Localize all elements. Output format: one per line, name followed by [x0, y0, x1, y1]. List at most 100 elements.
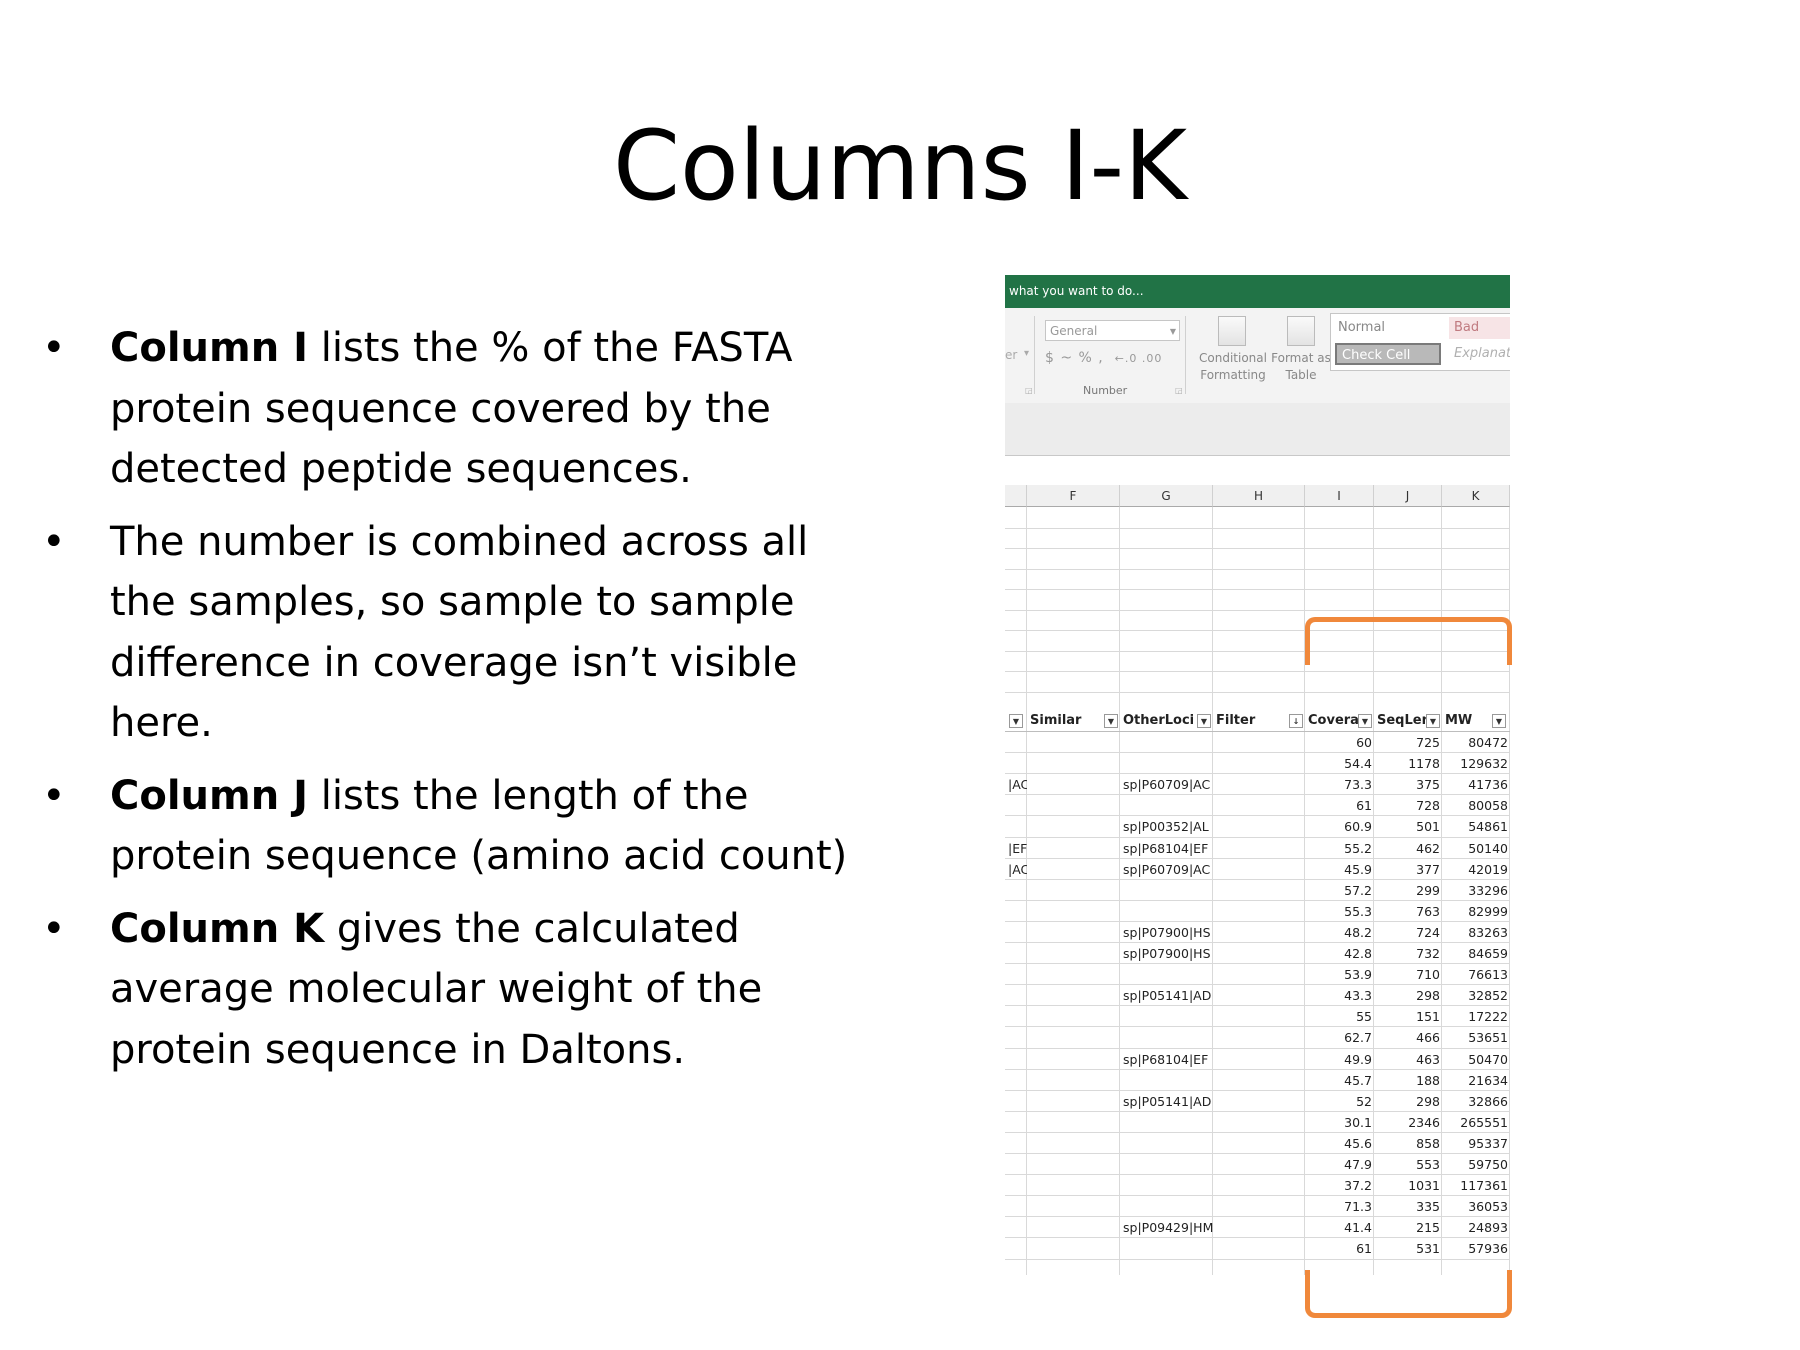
- cell-seqlen[interactable]: 462: [1416, 840, 1440, 856]
- cell-seqlen[interactable]: 724: [1416, 924, 1440, 940]
- cell-coverage[interactable]: 55.3: [1344, 903, 1372, 919]
- column-header-j[interactable]: J: [1374, 485, 1442, 507]
- cell-e[interactable]: [1005, 795, 1027, 816]
- table-row[interactable]: sp|P05141|AD 52 298 32866: [1005, 1091, 1510, 1112]
- cell-otherloci[interactable]: sp|P07900|HS: [1123, 946, 1211, 961]
- cell-coverage[interactable]: 48.2: [1344, 924, 1372, 940]
- cell-coverage[interactable]: 60: [1356, 735, 1372, 750]
- cell-mw[interactable]: 80472: [1468, 735, 1508, 750]
- cell-e[interactable]: [1005, 1154, 1027, 1175]
- cell-seqlen[interactable]: 531: [1416, 1241, 1440, 1257]
- cell-seqlen[interactable]: 375: [1416, 777, 1440, 793]
- cell-mw[interactable]: 54861: [1468, 819, 1508, 835]
- cell-mw[interactable]: 80058: [1468, 798, 1508, 814]
- table-row[interactable]: 57.2 299 33296: [1005, 880, 1510, 901]
- cell-coverage[interactable]: 45.7: [1344, 1072, 1372, 1088]
- cell-seqlen[interactable]: 298: [1416, 988, 1440, 1004]
- cell-e[interactable]: [1005, 753, 1027, 774]
- filter-dropdown-icon[interactable]: ▼: [1104, 714, 1118, 728]
- cell-e[interactable]: [1005, 922, 1027, 943]
- cell-e[interactable]: |AC: [1008, 861, 1027, 877]
- cell-otherloci[interactable]: sp|P05141|AD: [1123, 988, 1212, 1004]
- cell-coverage[interactable]: 30.1: [1344, 1114, 1372, 1130]
- table-row[interactable]: |EF sp|P68104|EF 55.2 462 50140: [1005, 838, 1510, 859]
- cell-e[interactable]: [1005, 964, 1027, 985]
- cell-otherloci[interactable]: [1120, 1006, 1213, 1027]
- cell-mw[interactable]: 265551: [1460, 1114, 1508, 1130]
- cell-otherloci[interactable]: [1120, 1112, 1213, 1133]
- cell-e[interactable]: [1005, 1217, 1027, 1238]
- cell-seqlen[interactable]: 335: [1416, 1199, 1440, 1215]
- cell-seqlen[interactable]: 377: [1416, 861, 1440, 877]
- cell-e[interactable]: [1005, 1049, 1027, 1070]
- cell-coverage[interactable]: 57.2: [1344, 882, 1372, 898]
- cell-seqlen[interactable]: 299: [1416, 882, 1440, 898]
- cell-mw[interactable]: 84659: [1468, 946, 1508, 961]
- cell-seqlen[interactable]: 298: [1416, 1093, 1440, 1109]
- cell-e[interactable]: [1005, 1070, 1027, 1091]
- cell-e[interactable]: [1005, 1027, 1027, 1048]
- cell-e[interactable]: [1005, 880, 1027, 901]
- cell-mw[interactable]: 24893: [1468, 1220, 1508, 1236]
- format-as-table-icon[interactable]: [1287, 316, 1315, 346]
- cell-mw[interactable]: 32866: [1468, 1093, 1508, 1109]
- chevron-down-icon[interactable]: ▾: [1024, 348, 1030, 359]
- cell-mw[interactable]: 59750: [1468, 1157, 1508, 1172]
- cell-otherloci[interactable]: [1120, 795, 1213, 816]
- cell-mw[interactable]: 21634: [1468, 1072, 1508, 1088]
- cell-e[interactable]: [1005, 732, 1027, 753]
- table-row[interactable]: 45.7 188 21634: [1005, 1070, 1510, 1091]
- cell-otherloci[interactable]: sp|P68104|EF: [1123, 840, 1209, 856]
- column-header-e[interactable]: [1005, 485, 1027, 507]
- cell-seqlen[interactable]: 725: [1416, 735, 1440, 750]
- cell-coverage[interactable]: 61: [1356, 1241, 1372, 1257]
- cell-seqlen[interactable]: 1178: [1408, 756, 1440, 772]
- column-header-f[interactable]: F: [1027, 485, 1120, 507]
- filter-dropdown-icon[interactable]: ▼: [1358, 714, 1372, 728]
- cell-seqlen[interactable]: 858: [1416, 1135, 1440, 1151]
- cell-e[interactable]: [1005, 1133, 1027, 1154]
- cell-otherloci[interactable]: sp|P07900|HS: [1123, 924, 1211, 940]
- cell-e[interactable]: [1005, 985, 1027, 1006]
- cell-e[interactable]: [1005, 1238, 1027, 1259]
- filter-dropdown-icon[interactable]: ▼: [1426, 714, 1440, 728]
- table-row[interactable]: 30.1 2346 265551: [1005, 1112, 1510, 1133]
- conditional-formatting-icon[interactable]: [1218, 316, 1246, 346]
- cell-seqlen[interactable]: 763: [1416, 903, 1440, 919]
- cell-mw[interactable]: 57936: [1468, 1241, 1508, 1257]
- style-explanatory[interactable]: Explanat: [1454, 346, 1510, 361]
- cell-mw[interactable]: 33296: [1468, 882, 1508, 898]
- cell-coverage[interactable]: 49.9: [1344, 1051, 1372, 1067]
- cell-coverage[interactable]: 45.6: [1344, 1135, 1372, 1151]
- cell-mw[interactable]: 83263: [1468, 924, 1508, 940]
- filter-dropdown-icon[interactable]: ▼: [1197, 714, 1211, 728]
- table-row[interactable]: 71.3 335 36053: [1005, 1196, 1510, 1217]
- cell-coverage[interactable]: 45.9: [1344, 861, 1372, 877]
- dialog-launcher-icon[interactable]: ◲: [1175, 386, 1183, 395]
- cell-seqlen[interactable]: 1031: [1408, 1178, 1440, 1194]
- cell-mw[interactable]: 50140: [1468, 840, 1508, 856]
- filter-dropdown-icon[interactable]: ▼: [1492, 714, 1506, 728]
- cell-e[interactable]: |EF: [1008, 840, 1027, 856]
- cell-mw[interactable]: 17222: [1468, 1009, 1508, 1025]
- column-header-k[interactable]: K: [1442, 485, 1510, 507]
- table-row[interactable]: sp|P68104|EF 49.9 463 50470: [1005, 1049, 1510, 1070]
- style-bad[interactable]: Bad: [1449, 317, 1510, 339]
- cell-mw[interactable]: 117361: [1460, 1178, 1508, 1194]
- cell-coverage[interactable]: 41.4: [1344, 1220, 1372, 1236]
- cell-otherloci[interactable]: [1120, 964, 1213, 985]
- cell-seqlen[interactable]: 215: [1416, 1220, 1440, 1236]
- cell-e[interactable]: [1005, 943, 1027, 964]
- dialog-launcher-icon[interactable]: ◲: [1025, 386, 1033, 395]
- table-row[interactable]: 53.9 710 76613: [1005, 964, 1510, 985]
- cell-otherloci[interactable]: [1120, 732, 1213, 753]
- cell-e[interactable]: [1005, 901, 1027, 922]
- cell-otherloci[interactable]: [1120, 1238, 1213, 1259]
- cell-seqlen[interactable]: 2346: [1408, 1114, 1440, 1130]
- cell-mw[interactable]: 42019: [1468, 861, 1508, 877]
- cell-mw[interactable]: 53651: [1468, 1030, 1508, 1046]
- cell-otherloci[interactable]: [1120, 1070, 1213, 1091]
- cell-otherloci[interactable]: [1120, 1133, 1213, 1154]
- table-row[interactable]: 60 725 80472: [1005, 732, 1510, 753]
- cell-coverage[interactable]: 42.8: [1344, 946, 1372, 961]
